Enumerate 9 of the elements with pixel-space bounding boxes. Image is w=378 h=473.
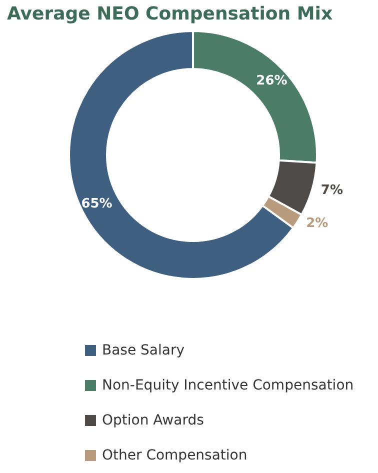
data-label: 26% bbox=[256, 74, 288, 89]
legend-label: Non-Equity Incentive Compensation bbox=[102, 378, 354, 394]
legend-label: Base Salary bbox=[102, 342, 185, 358]
chart-title: Average NEO Compensation Mix bbox=[7, 4, 333, 24]
data-label: 2% bbox=[306, 216, 328, 232]
legend-label: Other Compensation bbox=[102, 448, 248, 464]
data-label: 7% bbox=[320, 183, 343, 198]
legend-label: Option Awards bbox=[102, 412, 204, 428]
data-label: 65% bbox=[81, 196, 112, 212]
